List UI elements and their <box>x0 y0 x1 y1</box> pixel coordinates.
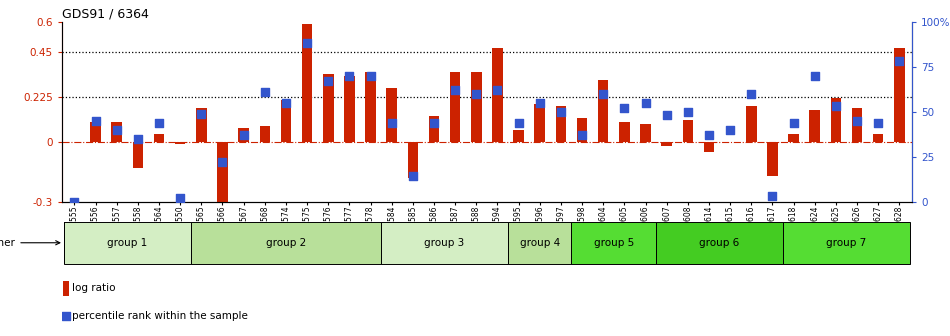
Point <box>331 177 346 183</box>
Point <box>659 113 674 118</box>
Bar <box>894 48 904 142</box>
Point <box>511 120 526 125</box>
Point <box>66 199 82 204</box>
Point <box>342 73 357 78</box>
Bar <box>746 106 756 142</box>
Bar <box>259 126 270 142</box>
Point <box>575 132 590 138</box>
Bar <box>238 128 249 142</box>
Point <box>299 41 314 46</box>
Bar <box>556 106 566 142</box>
Bar <box>492 48 503 142</box>
Text: group 1: group 1 <box>107 238 147 248</box>
Bar <box>830 98 841 142</box>
Bar <box>365 72 376 142</box>
Bar <box>450 72 461 142</box>
Point <box>130 136 145 141</box>
Point <box>406 174 421 179</box>
Point <box>363 73 378 78</box>
Bar <box>196 108 207 142</box>
Point <box>384 120 399 125</box>
Text: group 3: group 3 <box>425 238 465 248</box>
Bar <box>704 142 714 152</box>
Bar <box>428 116 439 142</box>
Point <box>109 127 124 132</box>
Bar <box>471 72 482 142</box>
Text: log ratio: log ratio <box>72 284 116 293</box>
Text: other: other <box>0 238 60 248</box>
Point <box>765 194 780 199</box>
Point <box>88 118 104 123</box>
Point <box>151 120 166 125</box>
Point <box>870 120 885 125</box>
Bar <box>175 142 185 144</box>
Point <box>468 91 484 96</box>
Bar <box>63 281 69 296</box>
Point <box>680 109 695 114</box>
Bar <box>661 142 672 146</box>
Text: group 7: group 7 <box>826 238 866 248</box>
Bar <box>767 142 778 176</box>
Bar <box>656 222 783 264</box>
Bar <box>381 222 508 264</box>
Text: group 4: group 4 <box>520 238 560 248</box>
Bar <box>280 100 292 142</box>
Point <box>808 73 823 78</box>
Point <box>427 120 442 125</box>
Point <box>744 91 759 96</box>
Bar <box>154 134 164 142</box>
Point <box>553 109 568 114</box>
Bar <box>513 130 523 142</box>
Text: percentile rank within the sample: percentile rank within the sample <box>72 311 248 321</box>
Bar <box>508 222 572 264</box>
Bar <box>640 124 651 142</box>
Point <box>173 195 188 201</box>
Bar <box>90 122 101 142</box>
Bar <box>344 76 354 142</box>
Bar <box>323 74 333 142</box>
Point <box>532 100 547 106</box>
Point <box>701 132 716 138</box>
Bar <box>598 80 609 142</box>
Bar <box>809 110 820 142</box>
Point <box>892 59 907 64</box>
Bar <box>111 122 122 142</box>
Bar <box>408 142 418 178</box>
Point <box>490 87 505 93</box>
Bar <box>682 120 694 142</box>
Bar <box>133 142 143 168</box>
Bar <box>64 222 191 264</box>
Point <box>447 87 463 93</box>
Bar <box>577 118 587 142</box>
Point <box>596 91 611 96</box>
Bar <box>572 222 656 264</box>
Point <box>786 120 801 125</box>
Text: group 6: group 6 <box>699 238 740 248</box>
Point <box>828 103 844 109</box>
Point <box>321 79 336 84</box>
Point <box>194 111 209 116</box>
Bar <box>535 104 545 142</box>
Bar <box>218 142 228 212</box>
Text: group 2: group 2 <box>266 238 306 248</box>
Text: GDS91 / 6364: GDS91 / 6364 <box>62 8 148 21</box>
Text: group 5: group 5 <box>594 238 634 248</box>
Point <box>257 89 273 95</box>
Bar <box>852 108 863 142</box>
Point <box>236 132 251 138</box>
Bar <box>191 222 381 264</box>
Point <box>637 100 653 106</box>
Bar <box>873 134 884 142</box>
Bar <box>788 134 799 142</box>
Bar <box>783 222 910 264</box>
Point <box>278 100 294 106</box>
Point <box>849 118 865 123</box>
Point <box>215 159 230 165</box>
Bar <box>387 88 397 142</box>
Point <box>723 127 738 132</box>
Bar <box>302 24 313 142</box>
Bar <box>619 122 630 142</box>
Point <box>617 106 632 111</box>
